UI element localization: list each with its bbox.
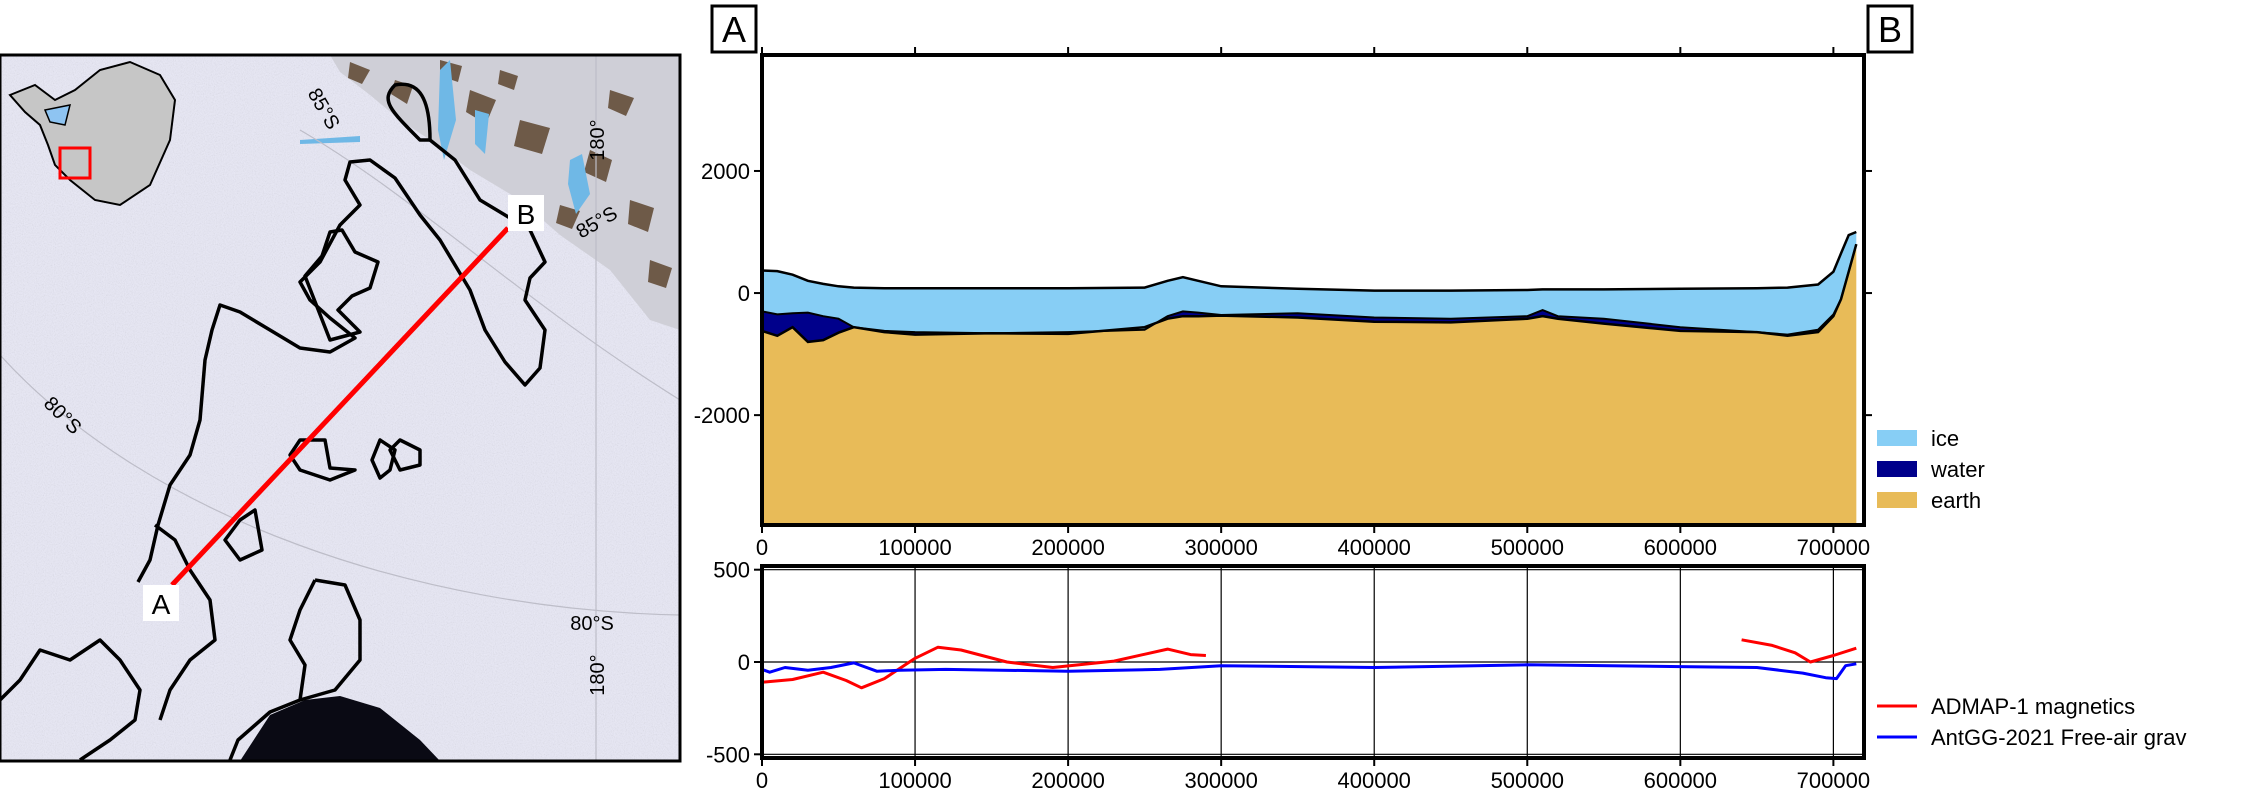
profile-frame [760,53,1866,527]
graticule [0,55,680,761]
geophysics-y-tick-label: 500 [713,558,750,583]
inset-continent [8,60,177,207]
ice-surface-line [762,230,1857,292]
profile-x-tick-label: 0 [756,535,768,560]
graticule-label: 180° [587,654,609,695]
geophysics-series-line [762,645,1206,690]
geophysics-frame [760,564,1866,760]
ice-layer [762,232,1857,335]
transantarctic-mountains [330,55,680,330]
geophysics-x-tick-label: 500000 [1491,768,1564,793]
profile-legend-label: ice [1931,426,1959,451]
map-label-b: B [508,195,544,231]
map-label-a: A [143,585,179,621]
geophysics-x-tick-label: 0 [756,768,768,793]
profile-x-tick-label: 100000 [878,535,951,560]
profile-label-a-text: A [722,9,746,50]
profile-x-tick-label: 700000 [1797,535,1870,560]
profile-legend-label: water [1930,457,1985,482]
geophysics-legend-label: ADMAP-1 magnetics [1931,694,2135,719]
bed-line [762,243,1858,344]
inset-region-box [58,146,92,180]
meltwater-patches [300,60,590,214]
geophysics-y-tick-label: -500 [706,742,750,767]
profile-legend-swatch [1877,461,1917,477]
profile-y-tick-label: 0 [738,281,750,306]
geophysics-panel: 0 100000 200000 300000 400000 500000 600000 700… [706,558,2187,793]
map-panel: A B 85°S 180° 85°S 80°S 80°S 180° [0,55,680,761]
geophysics-x-tick-label: 300000 [1184,768,1257,793]
profile-x-tick-label: 500000 [1491,535,1564,560]
geophysics-x-tick-label: 600000 [1644,768,1717,793]
profile-label-b-text: B [1878,9,1902,50]
geophysics-legend-label: AntGG-2021 Free-air grav [1931,725,2187,750]
geophysics-legend: ADMAP-1 magnetics AntGG-2021 Free-air gra… [1877,694,2187,750]
geophysics-axes: 0 100000 200000 300000 400000 500000 600000 700… [706,558,1870,793]
geophysics-x-tick-label: 400000 [1338,768,1411,793]
profile-legend: ice water earth [1877,426,1985,513]
profile-x-tick-label: 300000 [1184,535,1257,560]
profile-legend-label: earth [1931,488,1981,513]
grounding-line [0,82,547,761]
inset-map [8,60,177,207]
inset-ice-shelf [43,104,72,126]
profile-y-tick-label: 2000 [701,159,750,184]
profile-x-tick-label: 400000 [1338,535,1411,560]
geophysics-series-line [762,661,1857,681]
profile-line [170,226,510,587]
profile-y-tick-label: -2000 [694,403,750,428]
profile-axes: 0 100000 200000 300000 400000 500000 600000 700… [694,47,1872,560]
profile-panel: 0 100000 200000 300000 400000 500000 600000 700… [694,4,1985,560]
profile-label-b: B [1866,4,1914,54]
ocean-area [240,696,440,761]
profile-x-tick-label: 200000 [1031,535,1104,560]
map-frame [0,53,682,763]
map-label-b-text: B [517,199,536,230]
geophysics-x-tick-label: 100000 [878,768,951,793]
graticule-label: 180° [587,119,609,160]
map-label-a-text: A [152,589,171,620]
geophysics-series [762,638,1857,690]
profile-legend-swatch [1877,492,1917,508]
profile-label-a: A [710,4,758,54]
geophysics-x-tick-label: 200000 [1031,768,1104,793]
geophysics-series-line [1741,638,1857,664]
mountain-rock-patches [348,60,672,288]
profile-x-tick-label: 600000 [1644,535,1717,560]
geophysics-x-tick-label: 700000 [1797,768,1870,793]
profile-legend-swatch [1877,430,1917,446]
graticule-label: 80°S [570,613,614,635]
earth-layer [762,244,1857,525]
geophysics-y-tick-label: 0 [738,650,750,675]
geophysics-grid [761,566,1864,758]
